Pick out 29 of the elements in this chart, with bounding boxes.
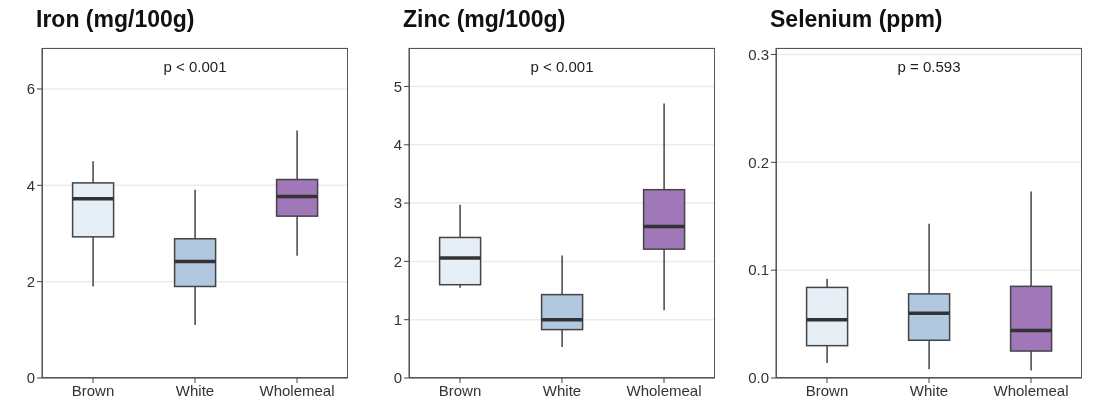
y-tick-label: 5 <box>393 77 402 95</box>
y-tick-label: 0 <box>26 369 35 387</box>
y-tick-label: 0.2 <box>748 153 769 171</box>
x-tick-label: Wholemeal <box>993 381 1069 399</box>
y-tick-label: 0.0 <box>748 369 769 387</box>
y-tick-label: 1 <box>393 311 402 329</box>
y-tick-label: 4 <box>393 136 402 154</box>
x-tick-label: Brown <box>438 381 482 399</box>
annotation: p < 0.001 <box>529 58 595 75</box>
chart-title: Zinc (mg/100g) <box>402 5 567 34</box>
x-tick-label: Wholemeal <box>259 381 335 399</box>
x-tick-label: Wholemeal <box>626 381 702 399</box>
annotation: p < 0.001 <box>162 58 228 75</box>
annotation: p = 0.593 <box>896 58 962 75</box>
x-tick-label: White <box>175 381 215 399</box>
x-tick-label: White <box>909 381 949 399</box>
chart-title: Selenium (ppm) <box>769 5 944 34</box>
x-tick-label: White <box>542 381 582 399</box>
y-tick-label: 3 <box>393 194 402 212</box>
y-tick-label: 0 <box>393 369 402 387</box>
y-tick-label: 2 <box>393 252 402 270</box>
y-tick-label: 2 <box>26 272 35 290</box>
chart-title: Iron (mg/100g) <box>35 5 196 34</box>
x-tick-label: Brown <box>71 381 115 399</box>
y-tick-label: 0.1 <box>748 261 769 279</box>
y-tick-label: 6 <box>26 80 35 98</box>
x-tick-label: Brown <box>805 381 849 399</box>
y-tick-label: 0.3 <box>748 45 769 63</box>
y-tick-label: 4 <box>26 176 35 194</box>
